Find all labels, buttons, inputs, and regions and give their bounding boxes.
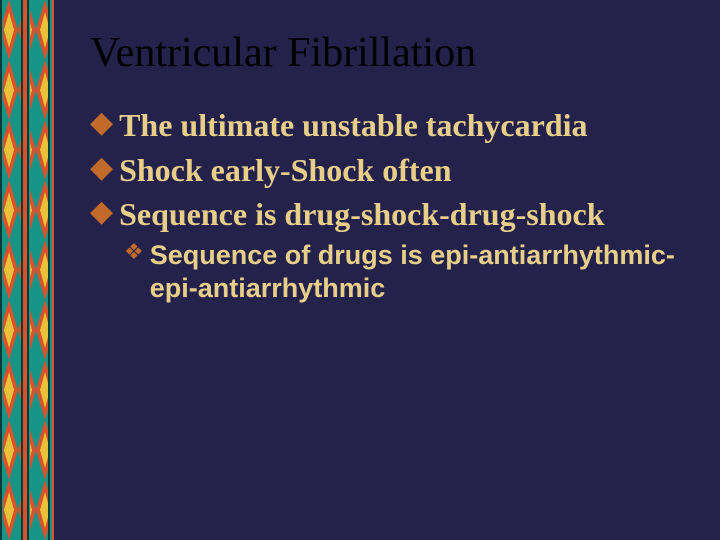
slide-content: Ventricular Fibrillation ◆ The ultimate … <box>54 0 720 540</box>
diamond-bullet-icon: ◆ <box>90 195 113 230</box>
bullet-text: Sequence is drug-shock-drug-shock <box>119 195 604 233</box>
bullet-text: The ultimate unstable tachycardia <box>119 106 587 144</box>
sub-bullet-item: ❖ Sequence of drugs is epi-antiarrhythmi… <box>124 239 690 304</box>
bullet-item: ◆ Sequence is drug-shock-drug-shock ❖ Se… <box>90 195 690 304</box>
slide-title: Ventricular Fibrillation <box>90 30 690 76</box>
diamond-outline-bullet-icon: ❖ <box>124 239 144 265</box>
diamond-bullet-icon: ◆ <box>90 151 113 186</box>
decorative-sidebar <box>0 0 54 540</box>
bullet-item: ◆ Shock early-Shock often <box>90 151 690 189</box>
diamond-bullet-icon: ◆ <box>90 106 113 141</box>
bullet-text: Shock early-Shock often <box>119 151 451 189</box>
bullet-list: ◆ The ultimate unstable tachycardia ◆ Sh… <box>90 106 690 304</box>
sub-bullet-list: ❖ Sequence of drugs is epi-antiarrhythmi… <box>90 239 690 304</box>
sidebar-pattern <box>0 0 54 540</box>
slide: Ventricular Fibrillation ◆ The ultimate … <box>0 0 720 540</box>
sub-bullet-text: Sequence of drugs is epi-antiarrhythmic-… <box>150 239 690 304</box>
bullet-item: ◆ The ultimate unstable tachycardia <box>90 106 690 144</box>
